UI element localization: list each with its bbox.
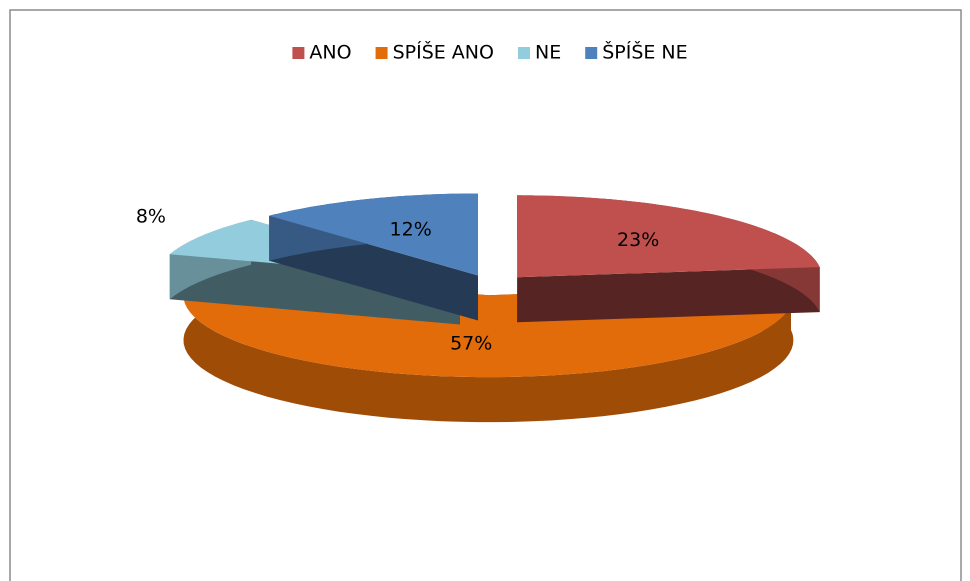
data-label: 57%	[450, 333, 492, 355]
legend-swatch	[292, 47, 305, 59]
legend-swatch	[585, 47, 598, 59]
legend-swatch	[517, 47, 530, 59]
legend-label: SPÍŠE ANO	[393, 40, 494, 64]
legend-label: NE	[535, 42, 561, 64]
slice-top	[269, 193, 478, 276]
data-label: 8%	[136, 205, 166, 227]
slice-side	[517, 267, 820, 323]
slice-wall	[183, 269, 794, 423]
data-label: 23%	[617, 229, 659, 251]
legend-label: ANO	[309, 42, 351, 64]
slice-side	[169, 254, 460, 325]
data-label: 12%	[390, 218, 432, 240]
legend-label: ŠPÍŠE NE	[602, 40, 687, 64]
legend-swatch	[375, 47, 388, 59]
slice	[269, 193, 478, 321]
slice-top	[517, 195, 820, 278]
legend: ANO SPÍŠE ANO NE ŠPÍŠE NE	[292, 40, 688, 64]
slice	[517, 195, 820, 323]
